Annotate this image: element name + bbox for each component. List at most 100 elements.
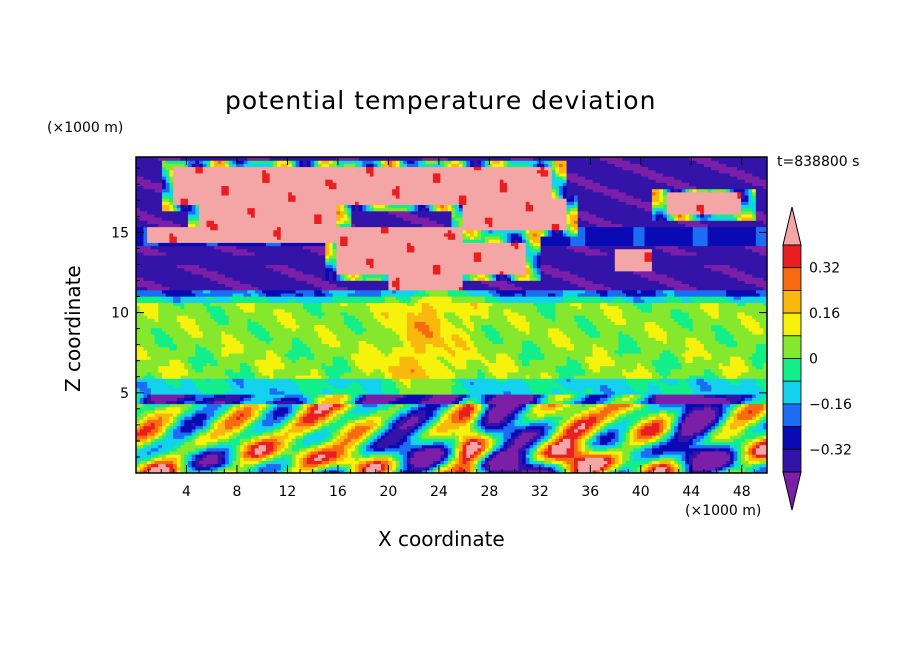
field-cell: [729, 466, 742, 471]
field-cell: [165, 378, 182, 382]
field-cell: [577, 213, 597, 218]
field-cell: [147, 371, 152, 376]
field-cell: [399, 450, 408, 455]
field-cell: [629, 397, 638, 401]
field-cell: [288, 191, 293, 196]
field-cell: [466, 194, 553, 199]
field-cell: [414, 324, 430, 329]
field-cell: [217, 280, 241, 284]
field-cell: [269, 409, 274, 414]
field-cell: [414, 321, 427, 326]
field-cell: [213, 318, 230, 322]
field-cell: [369, 454, 393, 458]
field-cell: [674, 469, 679, 473]
field-cell: [258, 441, 274, 446]
field-cell: [522, 292, 527, 297]
field-cell: [458, 204, 464, 209]
field-cell: [265, 349, 274, 354]
field-cell: [640, 419, 649, 424]
field-cell: [748, 454, 753, 458]
field-cell: [670, 419, 675, 424]
field-cell: [373, 166, 475, 171]
field-cell: [614, 412, 620, 417]
field-cell: [525, 242, 531, 247]
field-cell: [637, 305, 653, 310]
field-cell: [284, 431, 289, 436]
field-cell: [184, 305, 208, 310]
field-cell: [354, 204, 360, 209]
field-cell: [340, 397, 349, 401]
field-cell: [254, 416, 260, 420]
field-cell: [540, 172, 549, 177]
field-cell: [150, 457, 156, 461]
field-cell: [358, 435, 364, 439]
field-cell: [755, 232, 767, 237]
field-cell: [158, 242, 208, 247]
field-cell: [336, 337, 401, 341]
field-cell: [243, 384, 300, 389]
field-cell: [581, 435, 586, 439]
field-cell: [670, 425, 675, 430]
field-cell: [711, 315, 720, 319]
field-cell: [213, 416, 219, 420]
field-cell: [377, 431, 382, 436]
field-cell: [147, 210, 189, 215]
field-cell: [169, 175, 174, 180]
field-cell: [477, 425, 482, 430]
field-cell: [336, 428, 341, 433]
field-cell: [692, 441, 698, 446]
field-cell: [492, 454, 497, 458]
field-cell: [536, 163, 545, 168]
field-cell: [655, 270, 724, 275]
field-cell: [718, 447, 731, 452]
y-axis-unit: (×1000 m): [47, 120, 124, 136]
field-cell: [410, 242, 512, 247]
field-cell: [399, 359, 419, 363]
field-cell: [277, 469, 282, 473]
field-cell: [147, 394, 152, 398]
field-cell: [510, 390, 534, 395]
field-cell: [651, 371, 660, 376]
field-cell: [692, 226, 709, 231]
field-cell: [484, 403, 490, 408]
field-cell: [692, 438, 701, 442]
field-cell: [562, 194, 568, 199]
field-cell: [380, 419, 386, 424]
field-cell: [689, 381, 698, 386]
field-cell: [507, 416, 516, 420]
field-cell: [329, 375, 341, 379]
field-cell: [496, 394, 534, 398]
field-cell: [481, 422, 486, 427]
colorbar-box: [782, 312, 802, 337]
field-cell: [562, 175, 568, 180]
field-cell: [184, 409, 193, 414]
field-cell: [336, 182, 501, 187]
field-cell: [265, 454, 271, 458]
field-cell: [674, 292, 727, 297]
field-cell: [585, 239, 634, 243]
field-cell: [544, 457, 557, 461]
field-cell: [254, 394, 286, 398]
field-cell: [184, 457, 189, 461]
field-cell: [228, 163, 234, 168]
field-cell: [414, 454, 441, 458]
field-cell: [577, 198, 620, 202]
field-cell: [139, 400, 145, 405]
field-cell: [455, 469, 467, 473]
field-cell: [232, 403, 241, 408]
field-cell: [533, 454, 538, 458]
field-cell: [403, 441, 412, 446]
field-cell: [288, 356, 300, 360]
field-cell: [755, 198, 767, 202]
field-cell: [388, 460, 393, 465]
field-cell: [351, 217, 404, 221]
field-cell: [440, 406, 445, 411]
field-cell: [540, 438, 545, 442]
field-cell: [570, 226, 575, 231]
field-cell: [533, 242, 542, 247]
field-cell: [243, 428, 252, 433]
field-cell: [488, 406, 493, 411]
field-cell: [555, 378, 568, 382]
field-cell: [659, 457, 675, 461]
field-cell: [395, 463, 401, 468]
